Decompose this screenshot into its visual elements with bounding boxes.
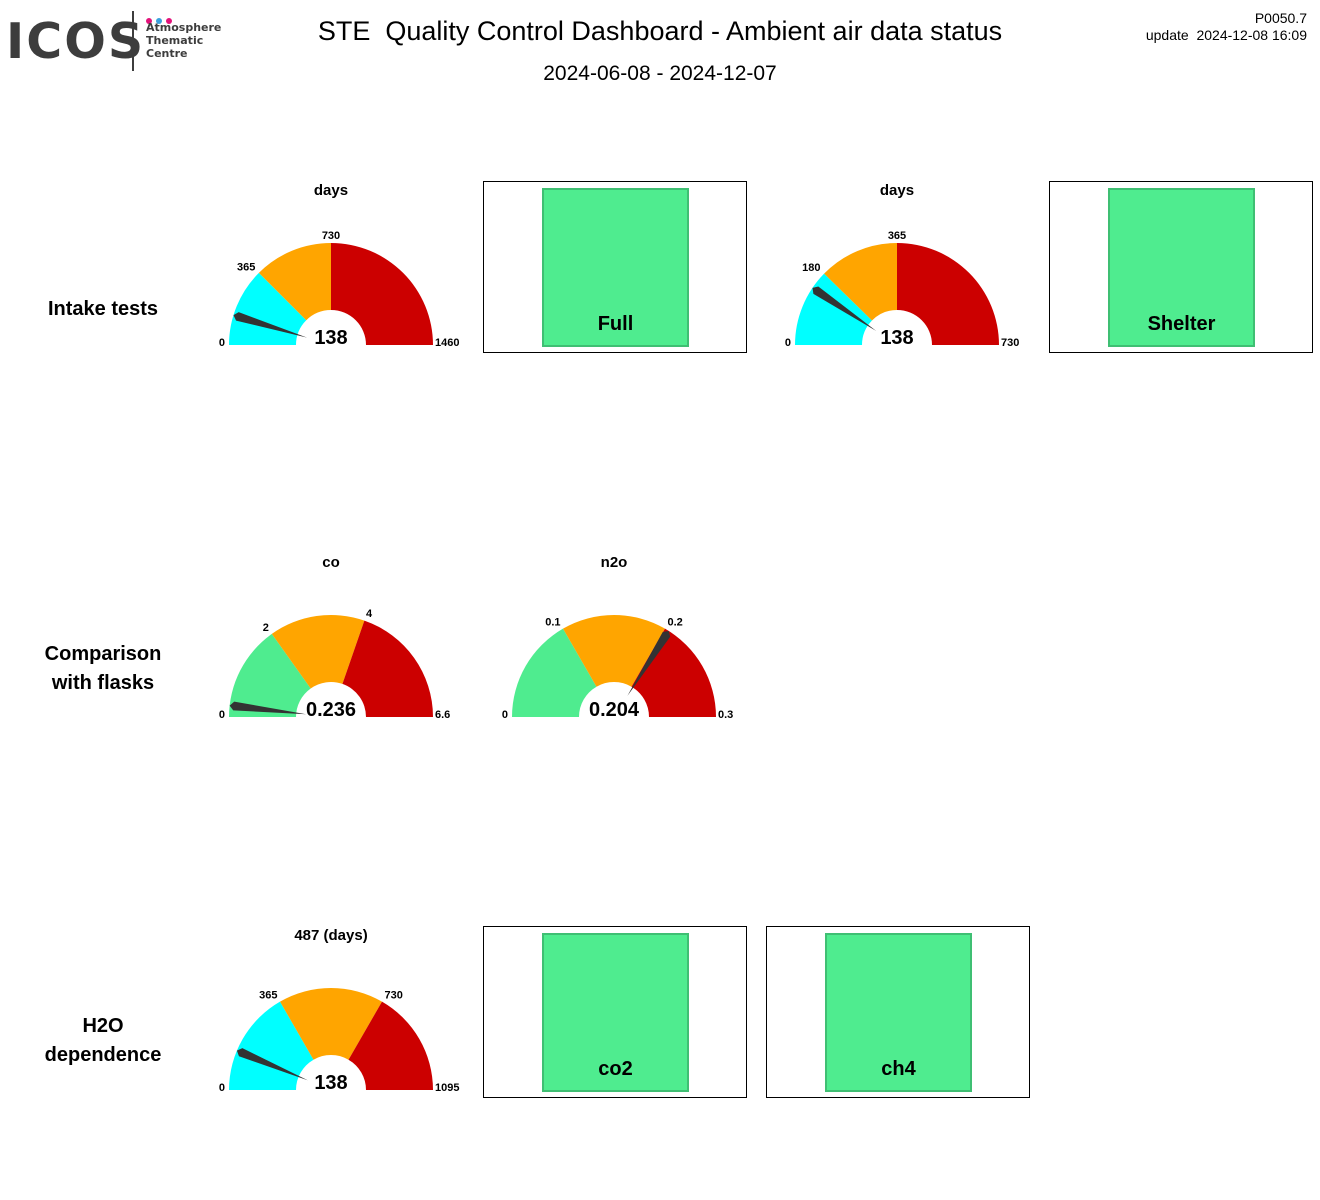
status-panel-co2: co2 [483, 926, 747, 1098]
gauge-band [280, 988, 382, 1060]
logo-dot [166, 18, 172, 24]
logo-line: Atmosphere [146, 21, 222, 34]
update-timestamp: update 2024-12-08 16:09 [1145, 27, 1307, 43]
status-indicator-ok: Full [542, 188, 689, 347]
gauge-tick-label: 365 [259, 989, 277, 1001]
gauge-band [512, 628, 597, 717]
gauge-band [229, 633, 311, 717]
status-panel-ch4: ch4 [766, 926, 1030, 1098]
gauge-value: 0.204 [588, 699, 640, 721]
gauge-tick-label: 0 [502, 709, 508, 721]
gauge-intake-shelter-days: days 0 180 365 730 138 [757, 180, 1037, 370]
gauge-tick-label: 1095 [435, 1082, 459, 1094]
gauge-needle [236, 1048, 308, 1081]
status-indicator-ok: ch4 [825, 933, 972, 1092]
gauge-band [342, 620, 433, 717]
version-label: P0050.7 [1254, 10, 1307, 26]
gauge-band [824, 243, 897, 321]
page-title: STE Quality Control Dashboard - Ambient … [317, 16, 1003, 46]
gauge-tick-label: 4 [366, 608, 373, 620]
gauge-value: 138 [314, 1072, 348, 1094]
gauge-tick-label: 0.2 [668, 616, 683, 628]
logo-mark: ICOS [6, 13, 146, 70]
gauge-needle [229, 701, 307, 715]
gauge-tick-label: 0.3 [718, 709, 733, 721]
gauge-needle [812, 286, 877, 332]
status-indicator-ok: co2 [542, 933, 689, 1092]
gauge-tick-label: 0 [219, 709, 225, 721]
gauge-value: 138 [880, 327, 914, 349]
status-label: Full [597, 313, 634, 335]
gauge-band [271, 615, 365, 689]
row-label-comparison-flasks: Comparison with flasks [0, 640, 206, 698]
gauge-band [229, 272, 307, 345]
logo-text: Atmosphere Thematic Centre [146, 21, 221, 60]
gauge-tick-label: 1460 [435, 337, 459, 349]
status-panel-shelter: Shelter [1049, 181, 1313, 353]
row-label-line: with flasks [51, 672, 155, 694]
logo-dot [156, 18, 162, 24]
gauge-svg: 0 2 4 6.6 [219, 608, 450, 721]
period-subtitle: 2024-06-08 - 2024-12-07 [543, 62, 777, 85]
logo-line: Centre [146, 47, 188, 60]
logo-dot [146, 18, 152, 24]
gauge-tick-label: 180 [802, 262, 820, 274]
status-label: Shelter [1147, 313, 1216, 335]
gauge-title: n2o [600, 554, 628, 571]
row-label-line: dependence [44, 1044, 162, 1066]
gauge-band [258, 243, 331, 321]
gauge-title: days [879, 182, 915, 199]
gauge-value: 0.236 [305, 699, 357, 721]
gauge-intake-full-days: days 0 365 730 1460 138 [191, 180, 471, 370]
gauge-tick-label: 730 [322, 230, 340, 242]
gauge-tick-label: 0 [219, 337, 225, 349]
row-label-intake-tests: Intake tests [0, 295, 206, 324]
gauge-band [348, 1001, 433, 1090]
row-label-line: Intake tests [47, 298, 159, 320]
gauge-tick-label: 0.1 [545, 616, 560, 628]
gauge-tick-label: 2 [263, 622, 269, 634]
row-label-line: H2O [82, 1015, 124, 1037]
status-indicator-ok: Shelter [1108, 188, 1255, 347]
gauge-tick-label: 365 [888, 230, 906, 242]
status-label: co2 [598, 1058, 633, 1080]
gauge-svg: 0 0.1 0.2 0.3 [502, 615, 733, 721]
gauge-title: co [322, 554, 340, 571]
gauge-band [563, 615, 665, 687]
logo-dots [146, 11, 176, 24]
row-label-line: Comparison [44, 643, 162, 665]
gauge-tick-label: 0 [785, 337, 791, 349]
gauge-band [897, 243, 999, 345]
gauge-tick-label: 730 [385, 989, 403, 1001]
gauge-n2o-flasks: n2o 0 0.1 0.2 0.3 0.204 [474, 552, 754, 742]
gauge-value: 138 [314, 327, 348, 349]
gauge-tick-label: 6.6 [435, 709, 450, 721]
gauge-tick-label: 365 [237, 261, 255, 273]
gauge-tick-label: 0 [219, 1082, 225, 1094]
gauge-band [229, 1001, 314, 1090]
gauge-title: days [313, 182, 349, 199]
gauge-co-flasks: co 0 2 4 6.6 0.236 [191, 552, 471, 742]
gauge-svg: 0 365 730 1460 [219, 230, 460, 349]
gauge-needle [233, 312, 308, 338]
gauge-title: 487 (days) [294, 927, 368, 944]
gauge-band [331, 243, 433, 345]
status-panel-full: Full [483, 181, 747, 353]
gauge-tick-label: 730 [1001, 337, 1019, 349]
gauge-svg: 0 365 730 1095 [219, 988, 459, 1094]
icos-logo: ICOS Atmosphere Thematic Centre [6, 8, 226, 74]
status-label: ch4 [881, 1058, 916, 1080]
gauge-h2o-days: 487 (days) 0 365 730 1095 138 [191, 925, 471, 1115]
row-label-h2o-dependence: H2O dependence [0, 1012, 206, 1070]
gauge-svg: 0 180 365 730 [785, 230, 1019, 349]
logo-line: Thematic [146, 34, 204, 47]
logo-divider [132, 11, 134, 71]
gauge-needle [627, 630, 671, 696]
